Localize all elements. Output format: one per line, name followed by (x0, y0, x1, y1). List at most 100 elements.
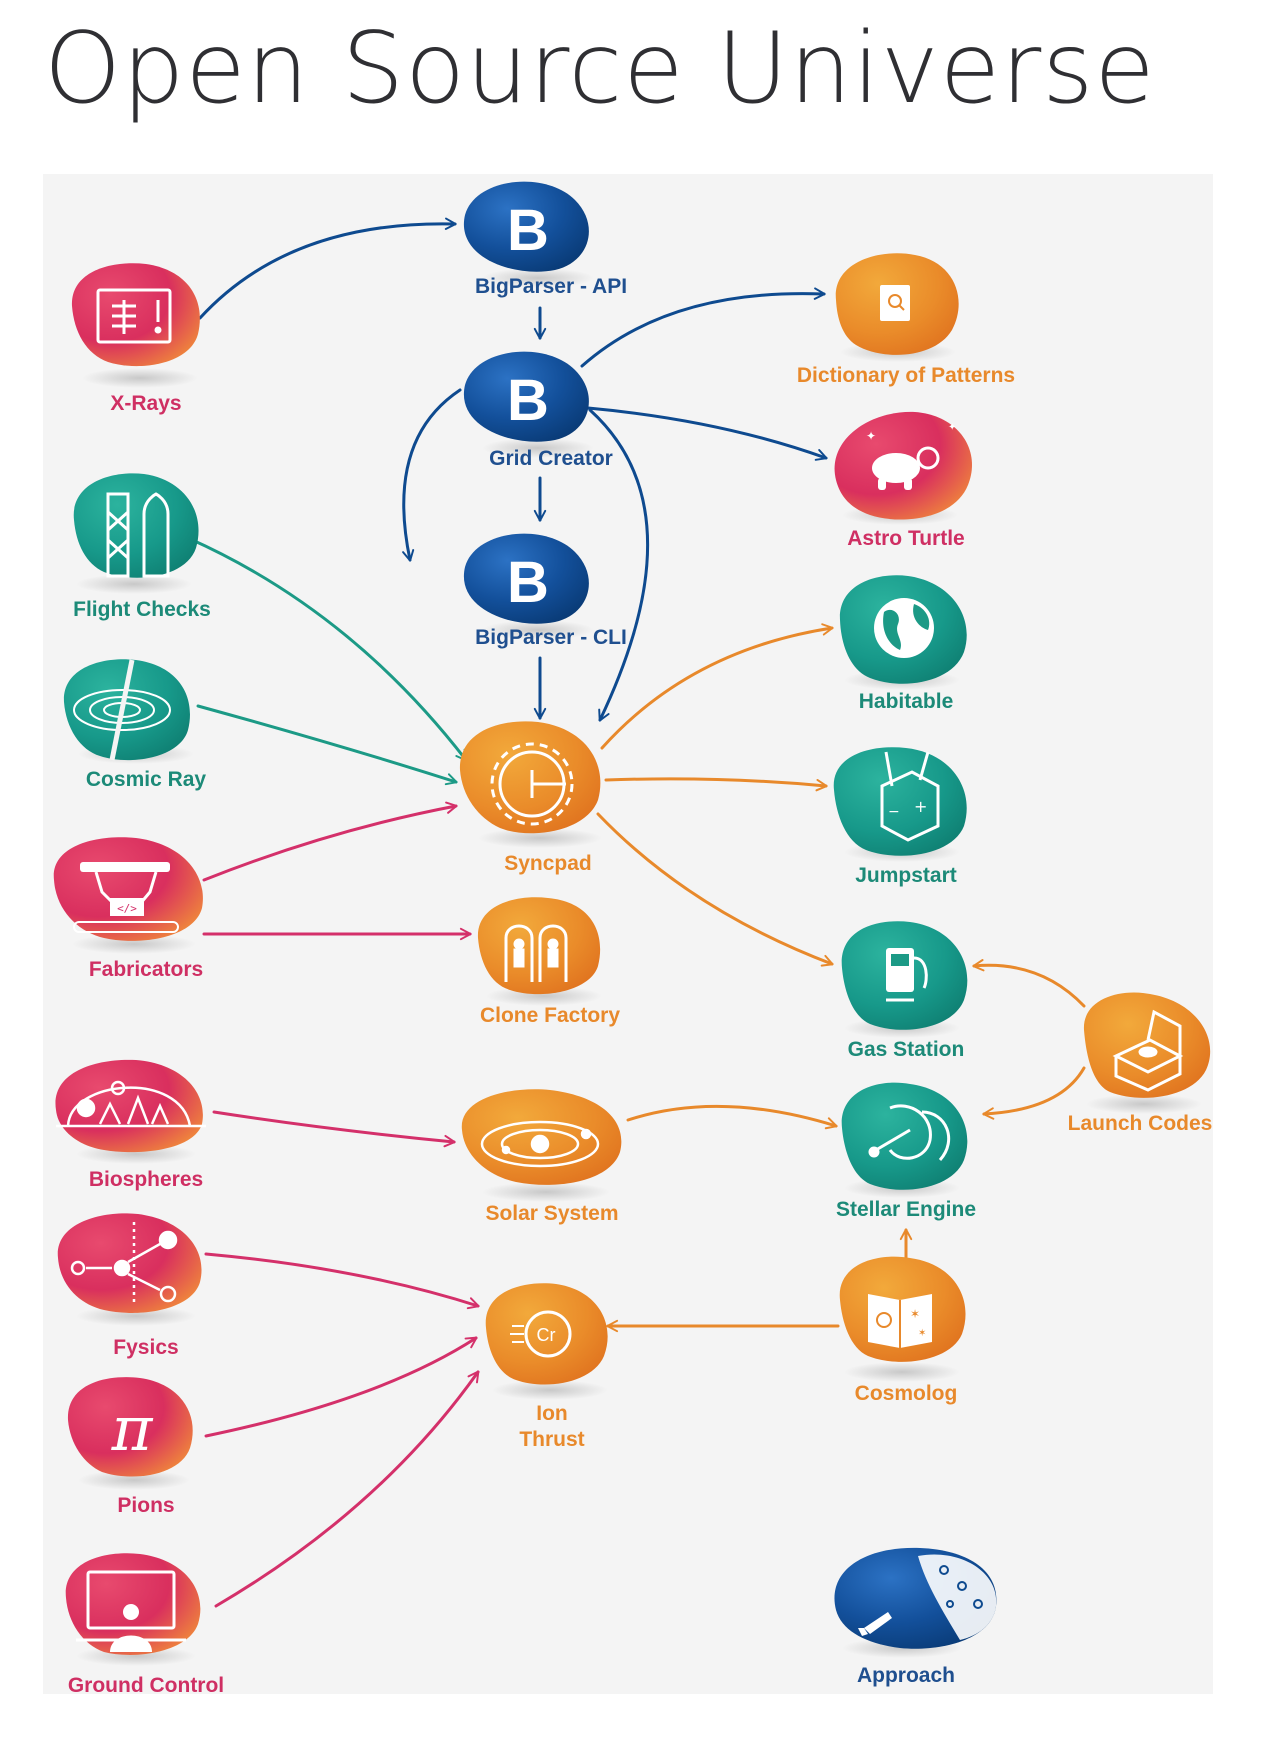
blob (463, 351, 589, 442)
node-jumpstart[interactable]: − + Jumpstart (833, 747, 967, 887)
node-label: BigParser - CLI (475, 626, 627, 649)
node-label: Jumpstart (855, 864, 957, 887)
particle-collision-icon (70, 1222, 178, 1304)
edge-groundcontrol-to-ionthrust (214, 1370, 480, 1608)
node-solar-system[interactable]: Solar System (461, 1089, 622, 1225)
node-cosmic-ray[interactable]: Cosmic Ray (63, 659, 207, 791)
svg-text:✦: ✦ (948, 422, 956, 433)
edge-launchcodes-to-gasstation (972, 959, 1086, 1008)
node-label: Dictionary of Patterns (797, 364, 1015, 387)
node-x-rays[interactable]: X-Rays (71, 263, 200, 415)
ion-symbol: Cr (537, 1325, 556, 1345)
launch-tower-icon (106, 492, 170, 578)
node-pions[interactable]: π Pions (67, 1377, 193, 1517)
button-box-icon (1112, 1009, 1184, 1092)
node-label: Cosmolog (855, 1382, 958, 1405)
blob (73, 473, 199, 578)
blob (53, 837, 203, 941)
edge-grid-loop-to-cli (402, 388, 462, 562)
edge-xrays-to-api (198, 217, 457, 320)
node-flight-checks[interactable]: Flight Checks (73, 473, 211, 621)
dome-trees-icon (56, 1080, 206, 1128)
node-label: Fysics (113, 1336, 178, 1359)
blob (67, 1377, 193, 1477)
node-label: Fabricators (89, 958, 203, 981)
xray-board-icon (96, 288, 172, 344)
node-biospheres[interactable]: Biospheres (55, 1059, 206, 1191)
battery-cables-icon: − + (880, 751, 940, 842)
node-label: Clone Factory (480, 1004, 620, 1027)
page-title: Open Source Universe (44, 12, 1156, 126)
blob (63, 659, 190, 761)
node-label: Syncpad (504, 852, 592, 875)
orbit-icon (480, 1120, 600, 1168)
node-label: Grid Creator (489, 447, 613, 470)
node-label: Ground Control (68, 1674, 224, 1697)
svg-text:−: − (888, 804, 900, 820)
svg-text:+: + (914, 797, 927, 816)
blob (841, 1082, 968, 1190)
magnifier-document-icon (880, 285, 910, 321)
edge-grid-to-syncpad (588, 408, 650, 722)
node-label: Solar System (485, 1202, 618, 1225)
node-habitable[interactable]: Habitable (839, 575, 967, 713)
node-bigparser-cli[interactable]: B BigParser - CLI (463, 533, 627, 649)
node-dictionary-of-patterns[interactable]: Dictionary of Patterns (797, 253, 1015, 387)
node-fabricators[interactable]: </> Fabricators (53, 837, 203, 981)
blob (463, 533, 589, 624)
node-label: X-Rays (110, 392, 181, 415)
node-cosmolog[interactable]: ✶ ✶ Cosmolog (839, 1256, 966, 1405)
rocket-planet-icon (858, 1554, 997, 1640)
edge-grid-to-astroturtle (586, 406, 828, 461)
edge-syncpad-to-gasstation (596, 812, 834, 967)
node-ground-control[interactable]: Ground Control (65, 1553, 224, 1697)
b-letter-icon: B (507, 368, 549, 433)
node-fysics[interactable]: Fysics (57, 1213, 202, 1359)
node-label: Approach (857, 1664, 955, 1687)
turtle-astronaut-icon: ✦ ✦ (866, 422, 956, 490)
edge-syncpad-to-jumpstart (604, 777, 828, 792)
blob (55, 1059, 203, 1153)
node-label: Launch Codes (1068, 1112, 1213, 1135)
blob (463, 181, 589, 272)
code-tag: </> (117, 902, 137, 915)
node-launch-codes[interactable]: Launch Codes (1068, 992, 1213, 1136)
node-approach[interactable]: Approach (834, 1547, 997, 1687)
node-label: BigParser - API (475, 275, 627, 298)
edge-biospheres-to-solarsystem (212, 1110, 456, 1148)
node-label: Stellar Engine (836, 1198, 976, 1221)
node-bigparser-api[interactable]: B BigParser - API (463, 181, 627, 298)
svg-text:✶: ✶ (910, 1307, 920, 1321)
svg-text:✦: ✦ (866, 429, 876, 443)
edge-cosmicray-to-syncpad (196, 704, 458, 786)
satellite-dish-icon (868, 1104, 951, 1162)
globe-icon (874, 598, 934, 658)
b-letter-icon: B (507, 550, 549, 615)
node-stellar-engine[interactable]: Stellar Engine (836, 1082, 976, 1221)
node-label: Habitable (859, 690, 954, 713)
edge-fysics-to-ionthrust (204, 1252, 480, 1310)
edge-syncpad-to-habitable (600, 623, 834, 750)
svg-text:✶: ✶ (918, 1328, 926, 1339)
node-label: Biospheres (89, 1168, 203, 1191)
node-clone-factory[interactable]: Clone Factory (477, 897, 620, 1027)
spiral-ray-icon (73, 659, 171, 761)
connectors (186, 217, 1086, 1608)
fuel-pump-icon (886, 948, 928, 1002)
blob (65, 1553, 201, 1655)
node-label: Flight Checks (73, 598, 211, 621)
galaxy-book-icon: ✶ ✶ (868, 1294, 932, 1348)
gear-clock-icon (490, 742, 574, 826)
edge-flightchecks-to-syncpad (186, 536, 468, 762)
blob (459, 721, 601, 834)
node-ion-thrust[interactable]: Cr Ion Thrust (485, 1283, 608, 1451)
node-syncpad[interactable]: Syncpad (459, 721, 602, 875)
node-gas-station[interactable]: Gas Station (841, 921, 968, 1061)
edge-fabricators-to-syncpad (202, 801, 458, 882)
node-grid-creator[interactable]: B Grid Creator (463, 351, 613, 470)
b-letter-icon: B (507, 198, 549, 263)
node-astro-turtle[interactable]: ✦ ✦ Astro Turtle (834, 411, 972, 550)
node-label: Gas Station (848, 1038, 965, 1061)
clone-pods-icon (504, 924, 568, 982)
